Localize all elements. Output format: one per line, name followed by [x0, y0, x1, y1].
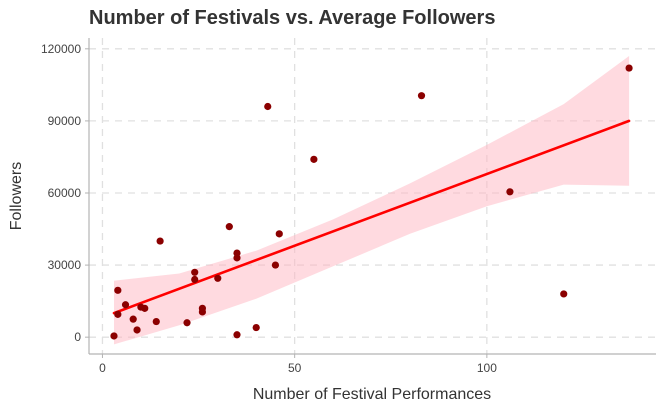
data-point: [114, 310, 122, 318]
data-point: [191, 275, 199, 284]
data-point: [121, 301, 130, 309]
confidence-band-area: [114, 56, 630, 345]
y-tick-label: 90000: [48, 114, 82, 128]
trend-line-group: [112, 119, 631, 315]
data-point: [191, 268, 199, 276]
x-axis-title: Number of Festival Performances: [253, 386, 491, 403]
data-point: [417, 92, 426, 100]
x-tick-label: 50: [288, 361, 302, 375]
data-point: [275, 230, 283, 238]
data-point: [156, 237, 164, 245]
data-point: [114, 286, 122, 294]
y-tick-label: 120000: [41, 42, 81, 56]
confidence-band: [114, 56, 630, 345]
x-ticks: 0 50 100: [99, 354, 497, 375]
y-axis-title: Followers: [8, 162, 25, 230]
y-ticks: 0 30000 60000 90000 120000: [41, 42, 89, 344]
x-tick-label: 0: [99, 361, 106, 375]
data-point: [625, 64, 633, 72]
data-point: [110, 332, 118, 340]
y-tick-label: 0: [74, 330, 81, 344]
data-point: [560, 290, 568, 298]
x-tick-label: 100: [477, 361, 497, 375]
data-point: [152, 317, 160, 326]
data-point: [198, 308, 206, 316]
data-point: [506, 188, 514, 196]
data-point: [233, 331, 241, 339]
axes: [88, 38, 656, 355]
data-point: [225, 223, 233, 231]
data-point: [129, 315, 137, 323]
data-point: [271, 261, 280, 269]
data-point: [133, 326, 141, 334]
data-point: [252, 323, 260, 332]
y-tick-label: 30000: [48, 258, 82, 272]
chart-title: Number of Festivals vs. Average Follower…: [89, 7, 495, 29]
data-point: [141, 304, 149, 312]
trend-line: [112, 119, 631, 315]
data-point: [214, 274, 222, 282]
data-point: [264, 102, 272, 111]
y-tick-label: 60000: [48, 186, 82, 200]
data-point: [310, 155, 318, 163]
data-point: [183, 319, 191, 327]
data-points: [110, 64, 633, 340]
data-point: [233, 249, 241, 257]
